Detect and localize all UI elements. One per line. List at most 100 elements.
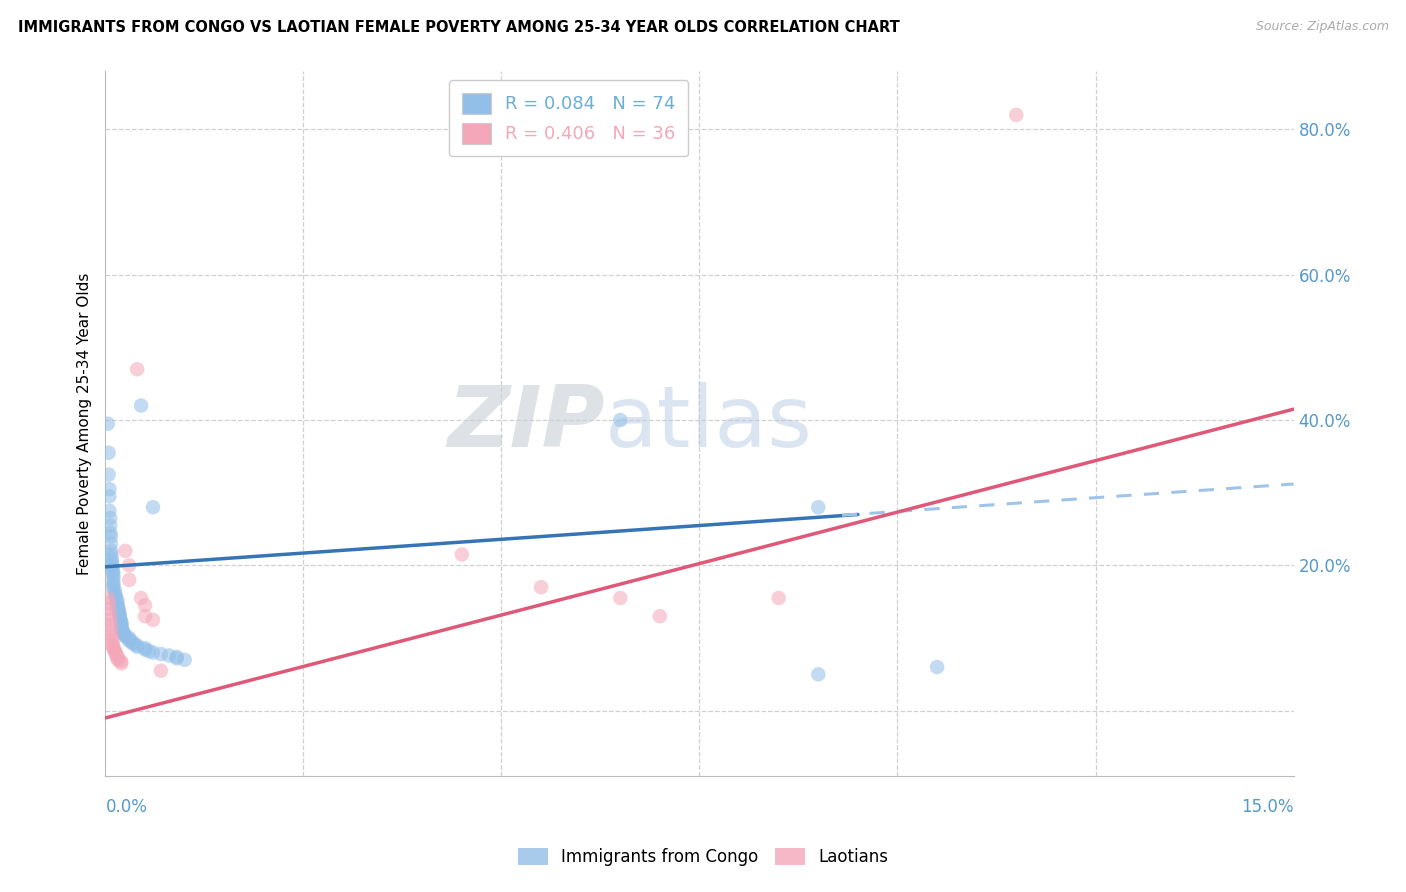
Point xyxy=(105,651,128,665)
Point xyxy=(108,610,131,624)
Point xyxy=(108,609,131,624)
Point xyxy=(100,622,122,636)
Point xyxy=(149,664,172,678)
Point xyxy=(97,596,120,610)
Point xyxy=(122,637,145,651)
Point xyxy=(142,500,165,515)
Legend: Immigrants from Congo, Laotians: Immigrants from Congo, Laotians xyxy=(509,840,897,875)
Point xyxy=(104,647,127,661)
Point xyxy=(103,573,125,587)
Point xyxy=(110,613,132,627)
Point xyxy=(101,566,124,580)
Text: ZIP: ZIP xyxy=(447,382,605,466)
Point xyxy=(98,518,121,533)
Point xyxy=(97,467,120,482)
Text: IMMIGRANTS FROM CONGO VS LAOTIAN FEMALE POVERTY AMONG 25-34 YEAR OLDS CORRELATIO: IMMIGRANTS FROM CONGO VS LAOTIAN FEMALE … xyxy=(18,20,900,35)
Point xyxy=(118,634,141,648)
Point xyxy=(127,640,149,654)
Point xyxy=(101,562,124,576)
Point xyxy=(110,615,132,629)
Point xyxy=(110,621,132,635)
Point xyxy=(103,640,125,654)
Point xyxy=(142,646,165,660)
Point xyxy=(101,631,124,645)
Point xyxy=(104,583,127,598)
Point xyxy=(114,628,136,642)
Point xyxy=(97,446,120,460)
Point xyxy=(104,587,127,601)
Point xyxy=(111,624,134,638)
Point xyxy=(114,544,136,558)
Point xyxy=(149,647,172,661)
Point xyxy=(101,634,124,648)
Point xyxy=(110,616,132,631)
Point xyxy=(648,609,671,624)
Text: atlas: atlas xyxy=(605,382,813,466)
Point xyxy=(100,529,122,543)
Point xyxy=(103,582,125,596)
Point xyxy=(1005,108,1028,122)
Point xyxy=(97,591,120,605)
Point xyxy=(103,576,125,591)
Point xyxy=(101,638,124,652)
Point xyxy=(97,417,120,431)
Point xyxy=(104,644,127,658)
Point xyxy=(111,625,134,640)
Point xyxy=(112,626,135,640)
Point xyxy=(105,596,128,610)
Point xyxy=(98,482,121,496)
Point xyxy=(103,579,125,593)
Point xyxy=(110,654,132,668)
Point xyxy=(104,591,127,605)
Point xyxy=(127,638,149,652)
Point xyxy=(108,607,131,622)
Point xyxy=(98,602,121,616)
Text: 15.0%: 15.0% xyxy=(1241,798,1294,816)
Point xyxy=(134,609,156,624)
Point xyxy=(98,607,121,622)
Point xyxy=(138,644,160,658)
Point xyxy=(98,504,121,518)
Point xyxy=(110,618,132,632)
Point xyxy=(100,548,122,562)
Legend: R = 0.084   N = 74, R = 0.406   N = 36: R = 0.084 N = 74, R = 0.406 N = 36 xyxy=(450,80,689,156)
Point xyxy=(134,641,156,656)
Point xyxy=(114,630,136,644)
Point xyxy=(98,511,121,525)
Point xyxy=(98,618,121,632)
Point xyxy=(100,536,122,550)
Point xyxy=(530,580,553,594)
Point xyxy=(142,613,165,627)
Point xyxy=(609,413,631,427)
Point xyxy=(101,555,124,569)
Point xyxy=(129,399,152,413)
Text: 0.0%: 0.0% xyxy=(105,798,148,816)
Point xyxy=(101,551,124,566)
Point xyxy=(118,573,141,587)
Point xyxy=(98,489,121,503)
Point xyxy=(103,641,125,656)
Point xyxy=(103,566,125,580)
Point xyxy=(110,622,132,636)
Point xyxy=(110,619,132,633)
Point xyxy=(118,632,141,647)
Point xyxy=(157,648,180,663)
Point xyxy=(118,558,141,573)
Point xyxy=(134,642,156,657)
Point xyxy=(105,593,128,607)
Point xyxy=(100,627,122,641)
Point xyxy=(105,599,128,613)
Point xyxy=(101,558,124,573)
Point xyxy=(768,591,790,605)
Point xyxy=(101,558,124,573)
Point xyxy=(925,660,948,674)
Point xyxy=(807,500,830,515)
Point xyxy=(166,651,188,665)
Point xyxy=(104,589,127,603)
Point xyxy=(100,544,122,558)
Point xyxy=(173,653,195,667)
Point xyxy=(166,649,188,664)
Y-axis label: Female Poverty Among 25-34 Year Olds: Female Poverty Among 25-34 Year Olds xyxy=(76,273,91,574)
Point xyxy=(107,653,129,667)
Point xyxy=(104,646,127,660)
